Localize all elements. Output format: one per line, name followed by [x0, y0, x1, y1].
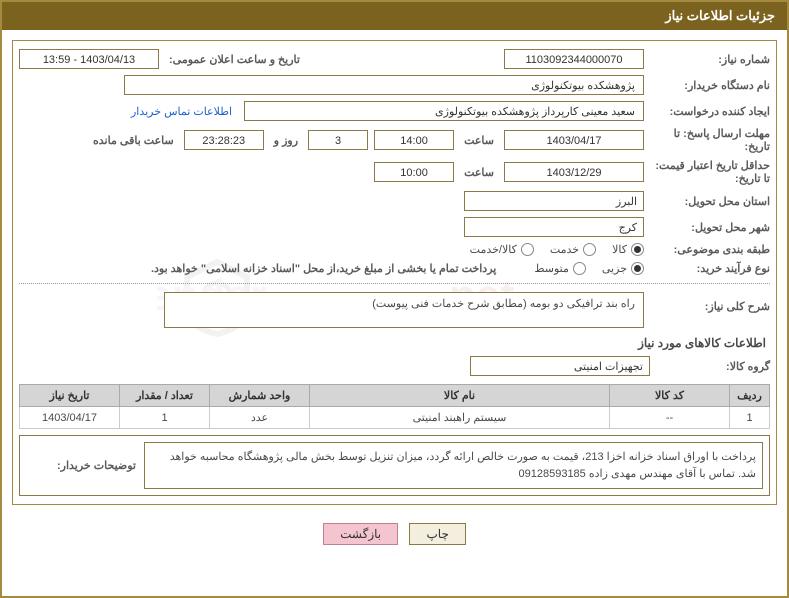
need-number-label: شماره نیاز:	[650, 53, 770, 66]
divider-1	[19, 283, 770, 284]
remaining-time: 23:28:23	[184, 130, 264, 150]
cell-qty: 1	[120, 407, 210, 429]
panel-header: جزئیات اطلاعات نیاز	[2, 2, 787, 30]
goods-group-field: تجهیزات امنیتی	[470, 356, 650, 376]
radio-medium[interactable]	[573, 262, 586, 275]
buyer-notes-label: توضیحات خریدار:	[26, 459, 136, 472]
general-desc-text: راه بند ترافیکی دو بومه (مطابق شرح خدمات…	[164, 292, 644, 328]
days-label: روز و	[270, 134, 302, 147]
announce-field: 1403/04/13 - 13:59	[19, 49, 159, 69]
city-field: کرج	[464, 217, 644, 237]
contact-link[interactable]: اطلاعات تماس خریدار	[131, 105, 232, 118]
city-label: شهر محل تحویل:	[650, 221, 770, 234]
th-row: ردیف	[730, 385, 770, 407]
radio-service-label: خدمت	[538, 243, 579, 256]
radio-both[interactable]	[521, 243, 534, 256]
requester-field: سعید معینی کارپرداز پژوهشکده بیوتکنولوژی	[244, 101, 644, 121]
radio-goods[interactable]	[631, 243, 644, 256]
validity-time: 10:00	[374, 162, 454, 182]
th-qty: تعداد / مقدار	[120, 385, 210, 407]
radio-minor[interactable]	[631, 262, 644, 275]
panel-title: جزئیات اطلاعات نیاز	[665, 8, 775, 23]
goods-group-label: گروه کالا:	[650, 360, 770, 373]
announce-label: تاریخ و ساعت اعلان عمومی:	[165, 53, 304, 66]
buyer-org-field: پژوهشکده بیوتکنولوژی	[124, 75, 644, 95]
details-box: شماره نیاز: 1103092344000070 تاریخ و ساع…	[12, 40, 777, 505]
button-bar: چاپ بازگشت	[2, 515, 787, 549]
th-name: نام کالا	[310, 385, 610, 407]
deadline-days: 3	[308, 130, 368, 150]
th-code: کد کالا	[610, 385, 730, 407]
goods-section-title: اطلاعات کالاهای مورد نیاز	[19, 336, 766, 350]
validity-label: حداقل تاریخ اعتبار قیمت: تا تاریخ:	[650, 159, 770, 185]
main-panel: AriaTender .net جزئیات اطلاعات نیاز شمار…	[0, 0, 789, 598]
cell-name: سیستم راهبند امنیتی	[310, 407, 610, 429]
radio-both-label: کالا/خدمت	[458, 243, 517, 256]
province-label: استان محل تحویل:	[650, 195, 770, 208]
general-desc-label: شرح کلی نیاز:	[650, 292, 770, 313]
radio-medium-label: متوسط	[522, 262, 569, 275]
process-radios: جزیی متوسط	[522, 262, 644, 275]
th-unit: واحد شمارش	[210, 385, 310, 407]
cell-code: --	[610, 407, 730, 429]
cell-unit: عدد	[210, 407, 310, 429]
print-button[interactable]: چاپ	[409, 523, 465, 545]
validity-time-label: ساعت	[460, 166, 498, 179]
cell-row: 1	[730, 407, 770, 429]
category-radios: کالا خدمت کالا/خدمت	[458, 243, 644, 256]
radio-minor-label: جزیی	[590, 262, 627, 275]
cell-date: 1403/04/17	[20, 407, 120, 429]
deadline-label: مهلت ارسال پاسخ: تا تاریخ:	[650, 127, 770, 153]
buyer-org-label: نام دستگاه خریدار:	[650, 79, 770, 92]
deadline-date: 1403/04/17	[504, 130, 644, 150]
deadline-time-label: ساعت	[460, 134, 498, 147]
validity-date: 1403/12/29	[504, 162, 644, 182]
radio-service[interactable]	[583, 243, 596, 256]
back-button[interactable]: بازگشت	[323, 523, 398, 545]
deadline-time: 14:00	[374, 130, 454, 150]
buyer-notes-box: پرداخت با اوراق اسناد خزانه اخزا 213، قی…	[19, 435, 770, 496]
need-number-field: 1103092344000070	[504, 49, 644, 69]
treasury-note: پرداخت تمام یا بخشی از مبلغ خرید،از محل …	[151, 262, 496, 275]
radio-goods-label: کالا	[600, 243, 627, 256]
buyer-notes-text: پرداخت با اوراق اسناد خزانه اخزا 213، قی…	[144, 442, 763, 489]
province-field: البرز	[464, 191, 644, 211]
remaining-label: ساعت باقی مانده	[89, 134, 178, 147]
th-date: تاریخ نیاز	[20, 385, 120, 407]
table-row: 1 -- سیستم راهبند امنیتی عدد 1 1403/04/1…	[20, 407, 770, 429]
goods-table: ردیف کد کالا نام کالا واحد شمارش تعداد /…	[19, 384, 770, 429]
requester-label: ایجاد کننده درخواست:	[650, 105, 770, 118]
category-label: طبقه بندی موضوعی:	[650, 243, 770, 256]
process-type-label: نوع فرآیند خرید:	[650, 262, 770, 275]
